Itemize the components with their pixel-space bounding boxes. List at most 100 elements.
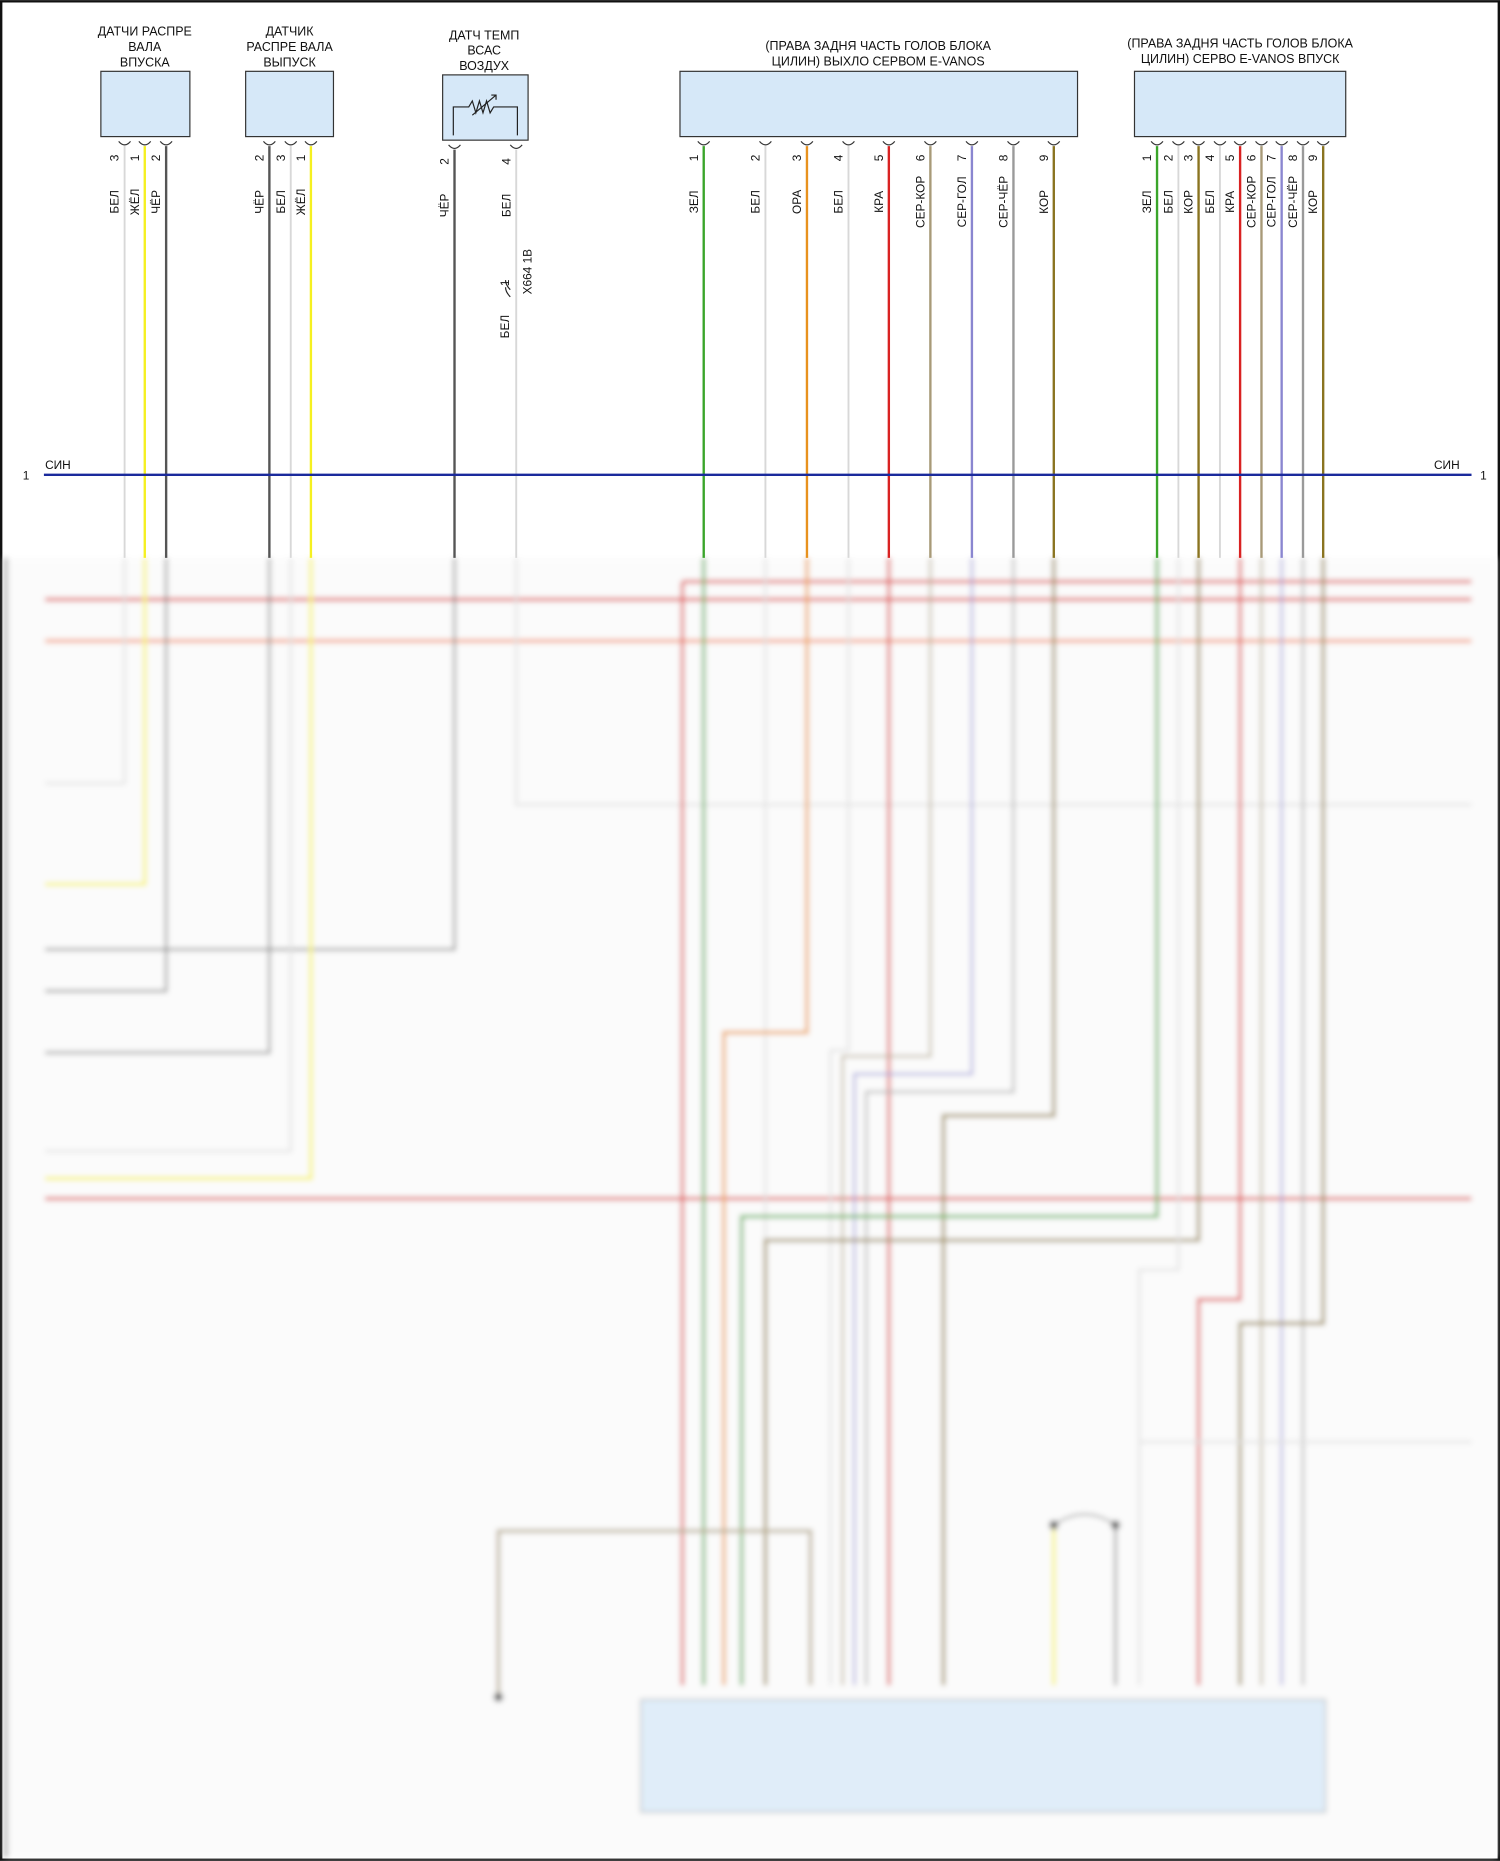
connector-title-line: (ПРАВА ЗАДНЯ ЧАСТЬ ГОЛОВ БЛОКА xyxy=(1127,37,1353,51)
blurred-wire xyxy=(45,557,271,1054)
connector-title-line: (ПРАВА ЗАДНЯ ЧАСТЬ ГОЛОВ БЛОКА xyxy=(765,39,991,53)
wire-color-label: СЕР-ЧЁР xyxy=(1286,176,1300,228)
pin-socket-icon xyxy=(1172,140,1185,146)
blurred-wire xyxy=(45,557,168,993)
wire-color-label: БЕЛ xyxy=(832,190,846,213)
pin-socket-icon xyxy=(697,140,711,146)
pin-socket-icon xyxy=(1007,140,1020,146)
wire-color-label: ОРА xyxy=(790,190,804,214)
ecu-connector-body xyxy=(640,1698,1327,1813)
pin-number: 8 xyxy=(997,154,1011,161)
pin-number: 2 xyxy=(438,158,452,165)
pin-number: 3 xyxy=(274,154,288,161)
pin-socket-icon xyxy=(965,140,979,146)
pin-socket-icon xyxy=(800,140,814,146)
wire-color-label: СЕР-ГОЛ xyxy=(955,176,969,227)
wire-color-label: ЖЁЛ xyxy=(128,189,142,216)
connector-title-line: ДАТЧ ТЕМП xyxy=(449,28,519,42)
connector-title-line: ВАЛА xyxy=(128,40,162,54)
blurred-wire xyxy=(45,557,292,1153)
wire-color-label: БЕЛ xyxy=(274,190,288,213)
pin-number: 4 xyxy=(499,158,513,165)
pin-number: 4 xyxy=(1203,154,1217,161)
connector-body xyxy=(1133,70,1347,138)
pin-number: 1 xyxy=(687,154,701,161)
pin-number: 3 xyxy=(790,154,804,161)
wire-color-label: КРА xyxy=(872,191,886,213)
blurred-lower-section xyxy=(3,557,1497,1858)
blurred-wire xyxy=(853,557,974,1686)
connector-title-line: ЦИЛИН) СЕРВО E-VANOS ВПУСК xyxy=(1141,52,1340,66)
pin-number: 2 xyxy=(252,155,266,162)
blurred-wire xyxy=(739,557,1159,1686)
pin-number: 2 xyxy=(149,155,163,162)
wire-color-label: СЕР-ЧЁР xyxy=(997,176,1011,228)
pin-number: 2 xyxy=(748,155,762,162)
bus-left-label: СИН xyxy=(45,458,71,472)
pin-socket-icon xyxy=(1192,140,1205,146)
connector-break-icon xyxy=(504,280,511,298)
inline-connector-name: X664 1B xyxy=(521,249,535,295)
pin-socket-icon xyxy=(448,144,461,150)
connector-title-line: ВСАС xyxy=(467,44,501,58)
pin-number: 9 xyxy=(1037,154,1051,161)
connector-body xyxy=(100,70,191,138)
pin-number: 1 xyxy=(294,154,308,161)
pin-socket-icon xyxy=(262,140,276,146)
pin-number: 2 xyxy=(1161,155,1175,162)
pin-number: 6 xyxy=(913,154,927,161)
pin-number: 1 xyxy=(128,154,142,161)
wire-color-label: СЕР-КОР xyxy=(1245,176,1259,228)
connector-title-line: ЦИЛИН) ВЫХЛО СЕРВОМ E-VANOS xyxy=(772,54,985,68)
pin-number: 1 xyxy=(1140,154,1154,161)
connector-body xyxy=(679,70,1079,138)
wire-color-label: БЕЛ xyxy=(499,194,513,217)
blurred-wire xyxy=(941,557,1056,1686)
connector-title-line: ВЫПУСК xyxy=(263,56,316,70)
pin-socket-icon xyxy=(842,140,855,146)
pin-socket-icon xyxy=(118,140,131,146)
blurred-background xyxy=(3,557,1497,1858)
pin-socket-icon xyxy=(1255,140,1268,146)
upper-section: ДАТЧИ РАСПРЕВАЛАВПУСКА3БЕЛ1ЖЁЛ2ЧЁРДАТЧИК… xyxy=(98,25,1354,558)
pin-number: 4 xyxy=(832,154,846,161)
wire-color-label: ЗЕЛ xyxy=(1140,190,1154,213)
connector-title-line: ВПУСКА xyxy=(120,56,170,70)
blurred-wire xyxy=(45,557,456,951)
pin-socket-icon xyxy=(509,144,523,150)
blurred-wire xyxy=(45,557,126,785)
pin-socket-icon xyxy=(882,140,896,146)
pin-socket-icon xyxy=(1296,140,1310,146)
wire-color-label: СЕР-КОР xyxy=(913,176,927,228)
wire-color-label: КОР xyxy=(1037,190,1051,214)
wire-color-label: БЕЛ xyxy=(1161,190,1175,213)
pin-number: 7 xyxy=(955,155,969,162)
blurred-wire xyxy=(865,557,1015,1686)
splice-dot xyxy=(1110,1520,1121,1530)
blurred-wire xyxy=(763,557,1201,1686)
connector-title-line: ВОЗДУХ xyxy=(459,59,510,73)
thermistor-arrow-icon xyxy=(471,94,497,116)
connector-title-line: ДАТЧИ РАСПРЕ xyxy=(98,25,192,39)
inline-connector-x664: X664 1B 1 БЕЛ xyxy=(498,249,535,338)
blurred-wire xyxy=(45,557,313,1181)
pin-socket-icon xyxy=(923,140,937,146)
pin-socket-icon xyxy=(304,140,318,146)
blurred-wire xyxy=(1196,557,1242,1686)
wire-color-label: ЧЁР xyxy=(149,190,163,214)
pin-socket-icon xyxy=(1275,140,1289,146)
inline-connector-wire-label: БЕЛ xyxy=(498,315,512,338)
pin-socket-icon xyxy=(159,140,173,146)
bus-right-label: СИН xyxy=(1434,458,1460,472)
pin-socket-icon xyxy=(1213,140,1227,146)
pin-number: 5 xyxy=(1223,154,1237,161)
wire-color-label: КРА xyxy=(1223,191,1237,213)
pin-socket-icon xyxy=(1316,140,1330,146)
pin-socket-icon xyxy=(759,140,772,146)
pin-number: 7 xyxy=(1265,155,1279,162)
pin-socket-icon xyxy=(138,140,152,146)
pin-number: 5 xyxy=(872,154,886,161)
wire-color-label: ЗЕЛ xyxy=(687,190,701,213)
